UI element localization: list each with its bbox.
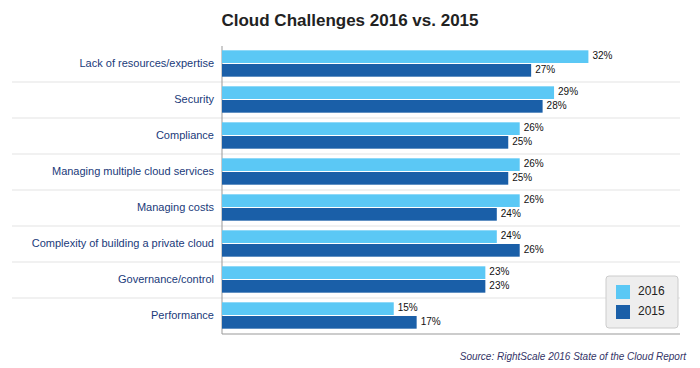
annotation: Source: RightScale 2016 State of the Clo…	[460, 351, 687, 362]
category-label: Managing multiple cloud services	[52, 165, 215, 177]
data-label: 26%	[524, 158, 544, 169]
chart-container: Cloud Challenges 2016 vs. 2015 Lack of re…	[0, 0, 700, 368]
data-label: 23%	[489, 280, 509, 291]
bar	[222, 194, 520, 207]
bar	[222, 158, 520, 171]
category-separator	[12, 226, 680, 227]
bars	[222, 50, 588, 328]
data-label: 17%	[421, 316, 441, 327]
category-label: Compliance	[156, 129, 214, 141]
category-label: Complexity of building a private cloud	[32, 237, 214, 249]
bar	[222, 50, 588, 63]
data-label: 26%	[524, 194, 544, 205]
bar	[222, 302, 394, 315]
legend-label: 2016	[638, 284, 665, 298]
bar	[222, 86, 554, 99]
category-label: Lack of resources/expertise	[79, 57, 214, 69]
bar	[222, 280, 485, 293]
bar	[222, 244, 520, 257]
bar	[222, 230, 497, 243]
data-label: 27%	[535, 64, 555, 75]
category-separator	[12, 262, 680, 263]
bar	[222, 136, 508, 149]
category-label: Performance	[151, 309, 214, 321]
bar	[222, 172, 508, 185]
bar	[222, 64, 531, 77]
data-label: 25%	[512, 172, 532, 183]
data-label: 26%	[524, 244, 544, 255]
bar	[222, 122, 520, 135]
category-label: Governance/control	[118, 273, 214, 285]
data-label: 15%	[398, 302, 418, 313]
data-label: 23%	[489, 266, 509, 277]
legend-swatch	[616, 305, 630, 319]
category-separator	[12, 154, 680, 155]
data-label: 25%	[512, 136, 532, 147]
legend: 2016 2015	[606, 276, 678, 328]
data-label: 28%	[547, 100, 567, 111]
category-separator	[12, 298, 680, 299]
category-label: Managing costs	[137, 201, 215, 213]
legend-box	[606, 276, 678, 328]
title: Cloud Challenges 2016 vs. 2015	[221, 11, 478, 30]
data-label: 26%	[524, 122, 544, 133]
legend-label: 2015	[638, 304, 665, 318]
chart-svg: Cloud Challenges 2016 vs. 2015 Lack of re…	[0, 0, 700, 368]
bar	[222, 316, 417, 329]
bar	[222, 208, 497, 221]
category-separator	[12, 190, 680, 191]
category-label: Security	[174, 93, 214, 105]
x-axis-line	[222, 334, 680, 335]
data-label: 24%	[501, 230, 521, 241]
legend-swatch	[616, 285, 630, 299]
data-label: 24%	[501, 208, 521, 219]
category-separator	[12, 118, 680, 119]
data-label: 32%	[592, 50, 612, 61]
bar	[222, 266, 485, 279]
category-separator	[12, 82, 680, 83]
data-label: 29%	[558, 86, 578, 97]
bar	[222, 100, 543, 113]
data-labels: 32%29%26%26%26%24%23%15%27%28%25%25%24%2…	[398, 50, 613, 327]
